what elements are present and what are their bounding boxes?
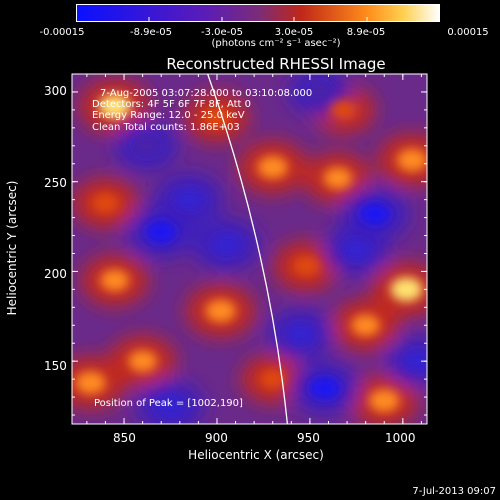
clean-counts-text: Clean Total counts: 1.86E+03 (92, 122, 240, 133)
footer-date: 7-Jul-2013 09:07 (412, 486, 496, 497)
emission-core (98, 94, 131, 119)
detectors-text: Detectors: 4F 5F 6F 7F 8F, Att 0 (92, 99, 252, 110)
colorbar-tick-label: 8.9e-05 (346, 27, 386, 38)
deficit-core (133, 136, 160, 156)
deficit-core (309, 376, 340, 400)
colorbar (76, 4, 440, 22)
emission-core (323, 167, 353, 189)
emission-core (330, 100, 357, 120)
emission-core (75, 371, 106, 395)
x-axis-label: Heliocentric X (arcsec) (188, 448, 324, 462)
time-range-text: 7-Aug-2005 03:07:28.000 to 03:10:08.000 (100, 88, 313, 99)
x-tick-label: 850 (113, 431, 136, 445)
peak-position-text: Position of Peak = [1002,190] (94, 398, 243, 409)
colorbar-tick-label: -3.0e-05 (201, 27, 243, 38)
deficit-core (404, 350, 427, 372)
emission-core (369, 389, 400, 413)
emission-core (128, 350, 158, 372)
deficit-core (342, 239, 370, 261)
deficit-core (156, 395, 185, 417)
chart-title: Reconstructed RHESSI Image (166, 55, 386, 73)
emission-core (396, 148, 427, 172)
colorbar-tick-label: -0.00015 (39, 27, 85, 38)
colorbar-tick-label: 0.00015 (447, 27, 489, 38)
emission-core (292, 255, 320, 277)
deficit-core (307, 82, 332, 101)
deficit-core (211, 233, 241, 256)
x-tick-label: 950 (297, 431, 320, 445)
y-tick-label: 300 (44, 84, 67, 98)
y-tick-label: 150 (44, 359, 67, 373)
y-axis-label: Heliocentric Y (arcsec) (5, 180, 19, 316)
emission-core (351, 314, 381, 337)
deficit-core (146, 220, 177, 244)
plot-frame (71, 73, 428, 425)
emission-core (91, 193, 120, 214)
colorbar-tick-label: 3.0e-05 (274, 27, 314, 38)
deficit-core (287, 324, 315, 345)
emission-core (100, 269, 130, 292)
emission-core (257, 155, 288, 179)
energy-range-text: Energy Range: 12.0 - 25.0 keV (92, 110, 245, 121)
emission-core (259, 369, 286, 389)
deficit-core (174, 188, 204, 211)
emission-core (390, 277, 423, 302)
y-tick-label: 200 (44, 267, 67, 281)
y-tick-label: 250 (44, 176, 67, 190)
colorbar-units: (photons cm⁻² s⁻¹ asec⁻²) (211, 38, 341, 49)
deficit-core (359, 202, 391, 226)
colorbar-tick-label: -8.9e-05 (130, 27, 172, 38)
x-tick-label: 1000 (385, 431, 416, 445)
emission-core (205, 299, 236, 323)
solar-limb-line (207, 74, 289, 424)
x-tick-label: 900 (205, 431, 228, 445)
